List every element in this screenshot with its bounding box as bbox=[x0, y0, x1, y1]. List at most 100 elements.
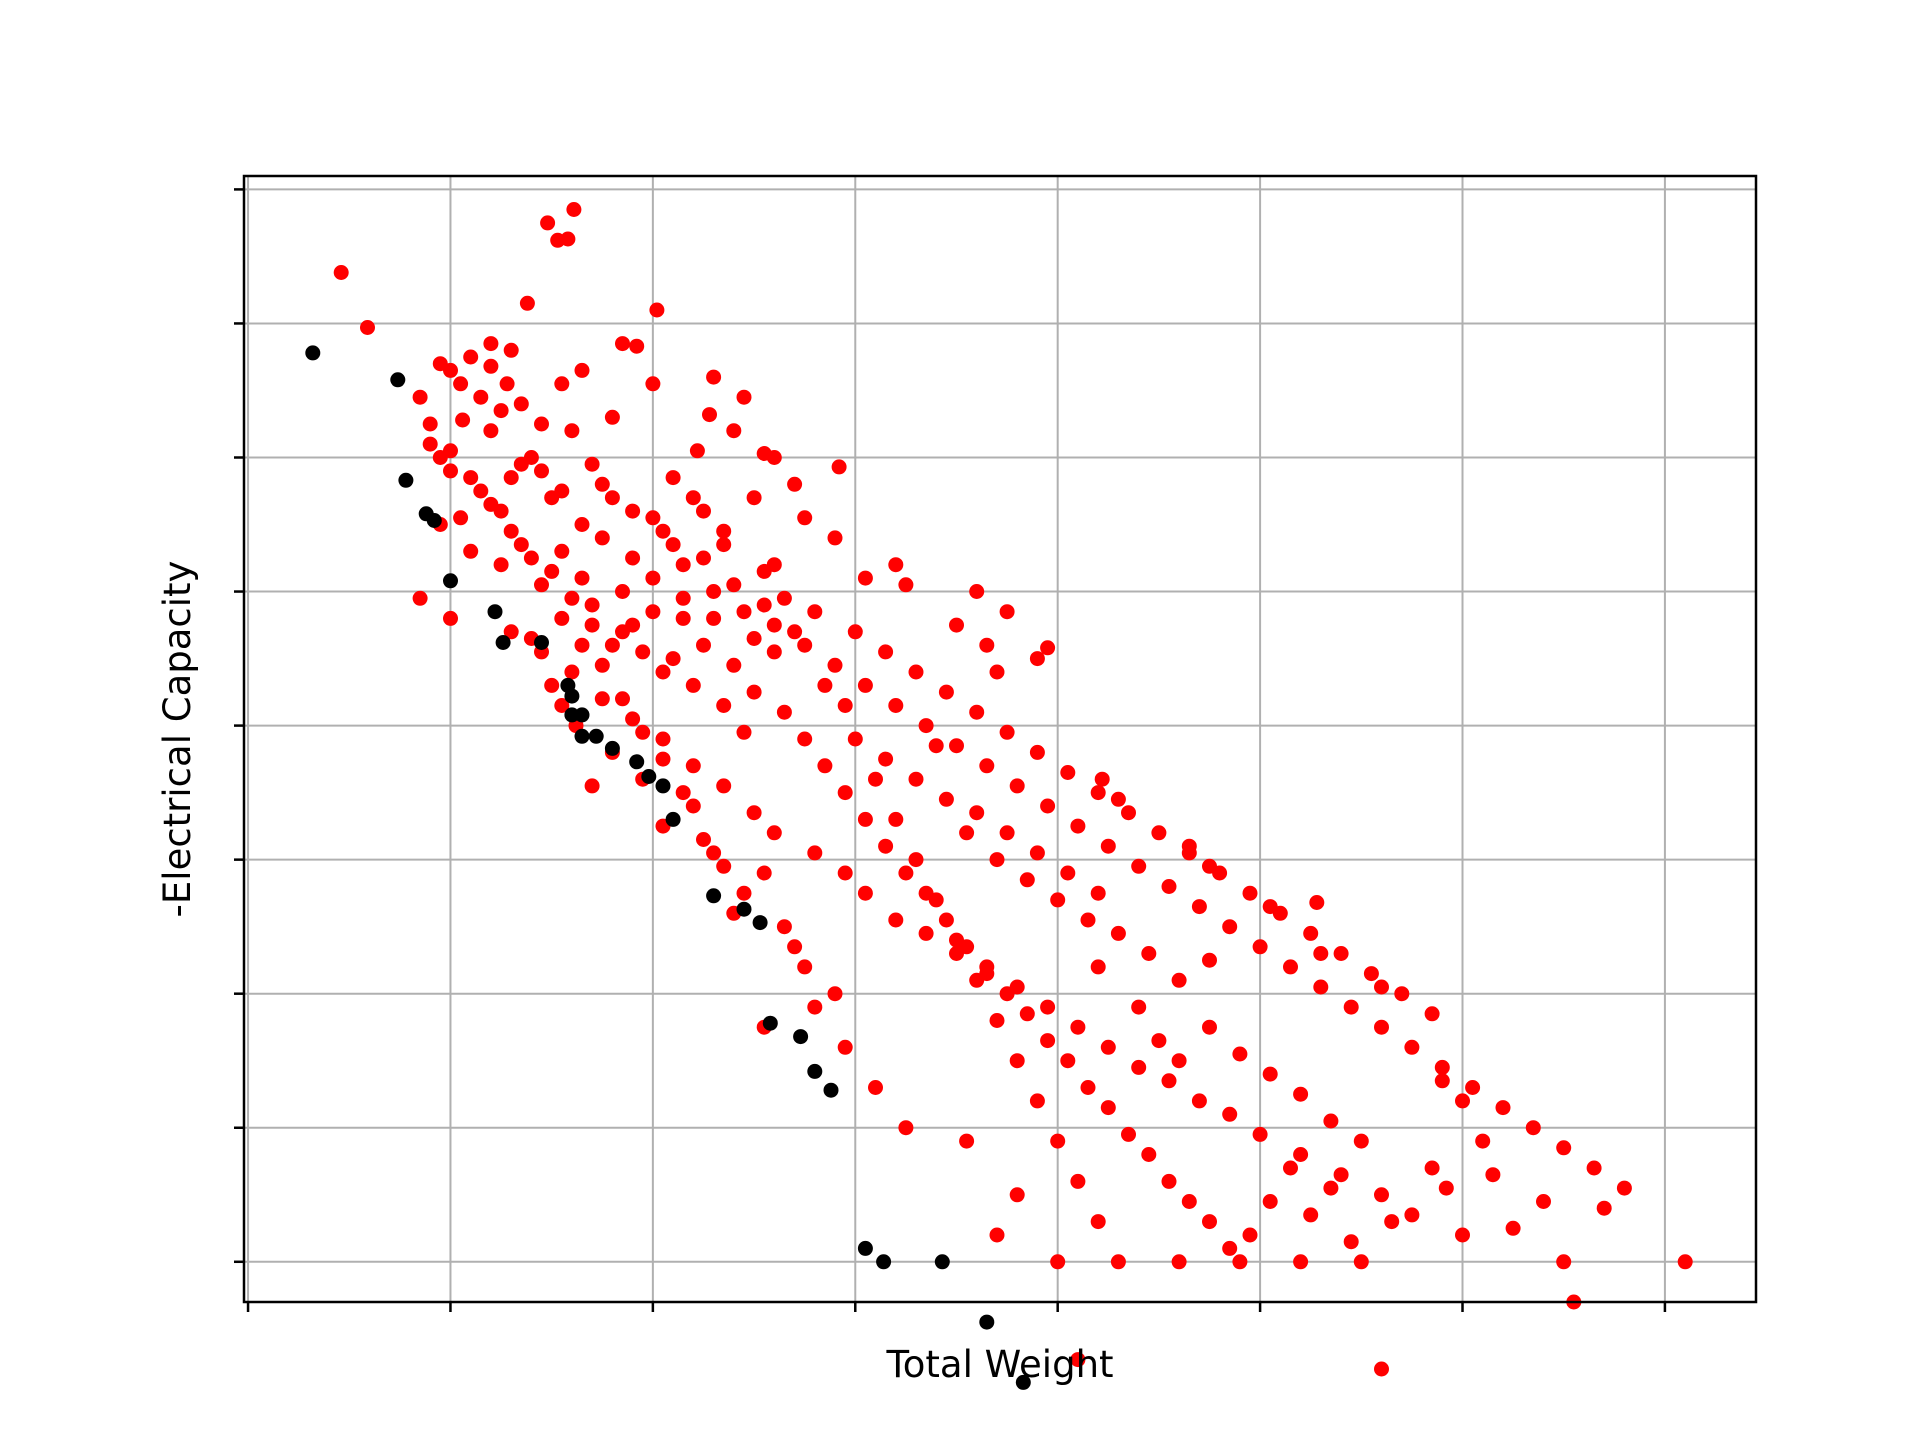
data-point bbox=[1424, 1006, 1440, 1022]
data-point bbox=[390, 372, 406, 388]
data-point bbox=[574, 707, 590, 723]
data-point bbox=[1029, 845, 1045, 861]
data-point bbox=[625, 617, 641, 633]
data-point bbox=[412, 590, 428, 606]
data-point bbox=[544, 563, 560, 579]
data-point bbox=[776, 704, 792, 720]
data-point bbox=[787, 476, 803, 492]
data-point bbox=[1438, 1180, 1454, 1196]
grid-lines bbox=[244, 176, 1756, 1302]
data-point bbox=[655, 523, 671, 539]
data-point bbox=[817, 758, 833, 774]
data-point bbox=[635, 724, 651, 740]
data-point bbox=[696, 503, 711, 519]
data-point bbox=[564, 590, 580, 606]
data-point bbox=[1110, 791, 1126, 807]
data-point bbox=[797, 731, 813, 747]
data-point bbox=[455, 412, 471, 428]
data-point bbox=[1394, 986, 1410, 1002]
data-point bbox=[534, 635, 549, 650]
data-point bbox=[1070, 1173, 1086, 1189]
data-point bbox=[716, 698, 732, 713]
data-point bbox=[999, 825, 1015, 841]
data-point bbox=[1232, 1046, 1248, 1062]
data-point bbox=[959, 939, 975, 955]
data-point bbox=[1505, 1220, 1521, 1236]
data-point bbox=[432, 356, 448, 372]
data-point bbox=[888, 811, 904, 827]
data-point bbox=[888, 557, 904, 573]
data-point bbox=[305, 345, 321, 361]
data-point bbox=[1596, 1200, 1612, 1216]
data-point bbox=[1202, 1019, 1217, 1035]
data-point bbox=[878, 751, 894, 767]
data-point bbox=[736, 604, 752, 620]
data-point bbox=[1171, 1053, 1187, 1069]
data-point bbox=[463, 470, 479, 486]
data-point bbox=[888, 698, 904, 713]
data-point bbox=[949, 617, 964, 633]
data-point bbox=[979, 959, 995, 975]
data-point bbox=[776, 590, 792, 606]
data-point bbox=[1536, 1194, 1551, 1209]
data-point bbox=[443, 610, 458, 626]
data-point bbox=[696, 832, 711, 847]
data-point bbox=[1202, 952, 1217, 968]
data-point bbox=[969, 704, 985, 720]
data-point bbox=[1090, 959, 1106, 975]
data-point bbox=[1343, 999, 1359, 1015]
data-point bbox=[1029, 1093, 1045, 1109]
data-point bbox=[1015, 1374, 1031, 1390]
data-point bbox=[463, 543, 479, 559]
data-point bbox=[412, 389, 428, 405]
data-point bbox=[503, 624, 519, 640]
data-point bbox=[1242, 1227, 1258, 1243]
data-point bbox=[685, 798, 701, 814]
data-point bbox=[918, 885, 934, 901]
data-point bbox=[1161, 1073, 1177, 1089]
data-point bbox=[645, 570, 661, 586]
data-point bbox=[685, 677, 701, 693]
data-point bbox=[776, 919, 792, 935]
data-point bbox=[766, 617, 782, 633]
data-point bbox=[949, 738, 964, 754]
data-point bbox=[689, 443, 705, 459]
data-point bbox=[908, 664, 924, 680]
data-point bbox=[1242, 885, 1258, 901]
data-point bbox=[645, 376, 661, 392]
data-point bbox=[999, 986, 1015, 1002]
data-point bbox=[544, 677, 560, 693]
data-point bbox=[837, 1039, 853, 1055]
data-point bbox=[1222, 919, 1238, 935]
data-point bbox=[702, 407, 717, 423]
data-point bbox=[1353, 1254, 1369, 1270]
data-point bbox=[1363, 966, 1379, 982]
data-point bbox=[463, 349, 479, 365]
data-point bbox=[1333, 946, 1349, 961]
data-point bbox=[483, 358, 499, 374]
data-point bbox=[665, 651, 681, 667]
data-point bbox=[1313, 946, 1329, 961]
data-point bbox=[726, 423, 742, 439]
data-point bbox=[1151, 825, 1167, 841]
data-point bbox=[1293, 1086, 1309, 1102]
data-point bbox=[918, 925, 934, 941]
data-point bbox=[898, 577, 914, 593]
data-point bbox=[560, 231, 576, 247]
data-point bbox=[473, 389, 489, 405]
data-point bbox=[594, 476, 610, 492]
data-point bbox=[999, 724, 1015, 740]
data-points bbox=[305, 202, 1693, 1390]
data-point bbox=[594, 691, 610, 707]
data-point bbox=[756, 865, 772, 881]
data-point bbox=[766, 644, 782, 660]
data-point bbox=[574, 637, 590, 653]
data-point bbox=[1455, 1227, 1470, 1243]
data-point bbox=[908, 852, 924, 868]
data-point bbox=[857, 885, 873, 901]
data-point bbox=[1404, 1039, 1420, 1055]
data-point bbox=[938, 791, 954, 807]
data-point bbox=[1252, 1126, 1268, 1142]
data-point bbox=[554, 543, 570, 559]
data-point bbox=[756, 597, 772, 613]
